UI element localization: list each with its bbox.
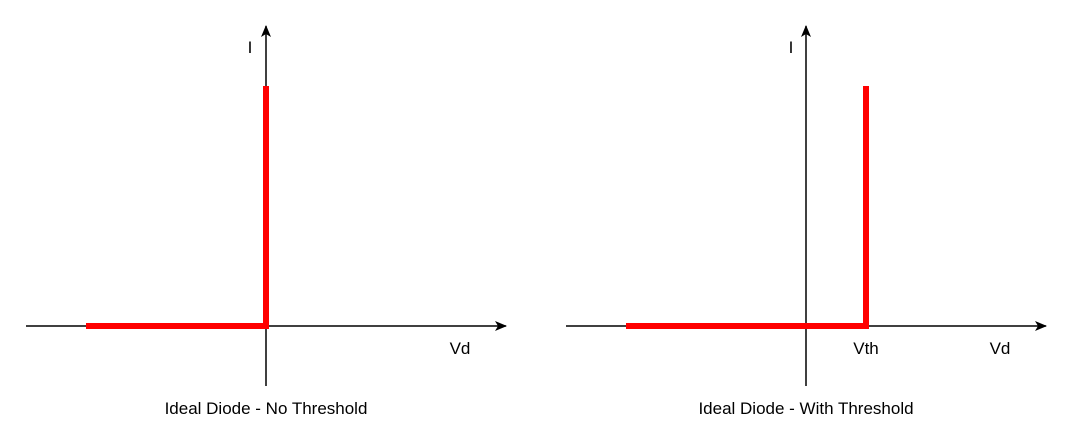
y-axis-label: I	[248, 38, 253, 57]
iv-curve	[86, 86, 269, 329]
diagram-with-threshold: I Vth Vd Ideal Diode - With Threshold	[566, 25, 1047, 418]
diagram-caption: Ideal Diode - No Threshold	[165, 399, 368, 418]
x-axis-label: Vd	[990, 339, 1011, 358]
x-axis-label: Vd	[450, 339, 471, 358]
y-axis-label: I	[789, 38, 794, 57]
diagram-no-threshold: I Vd Ideal Diode - No Threshold	[26, 25, 507, 418]
threshold-label: Vth	[853, 339, 879, 358]
iv-curve	[626, 86, 869, 329]
diagram-caption: Ideal Diode - With Threshold	[698, 399, 913, 418]
